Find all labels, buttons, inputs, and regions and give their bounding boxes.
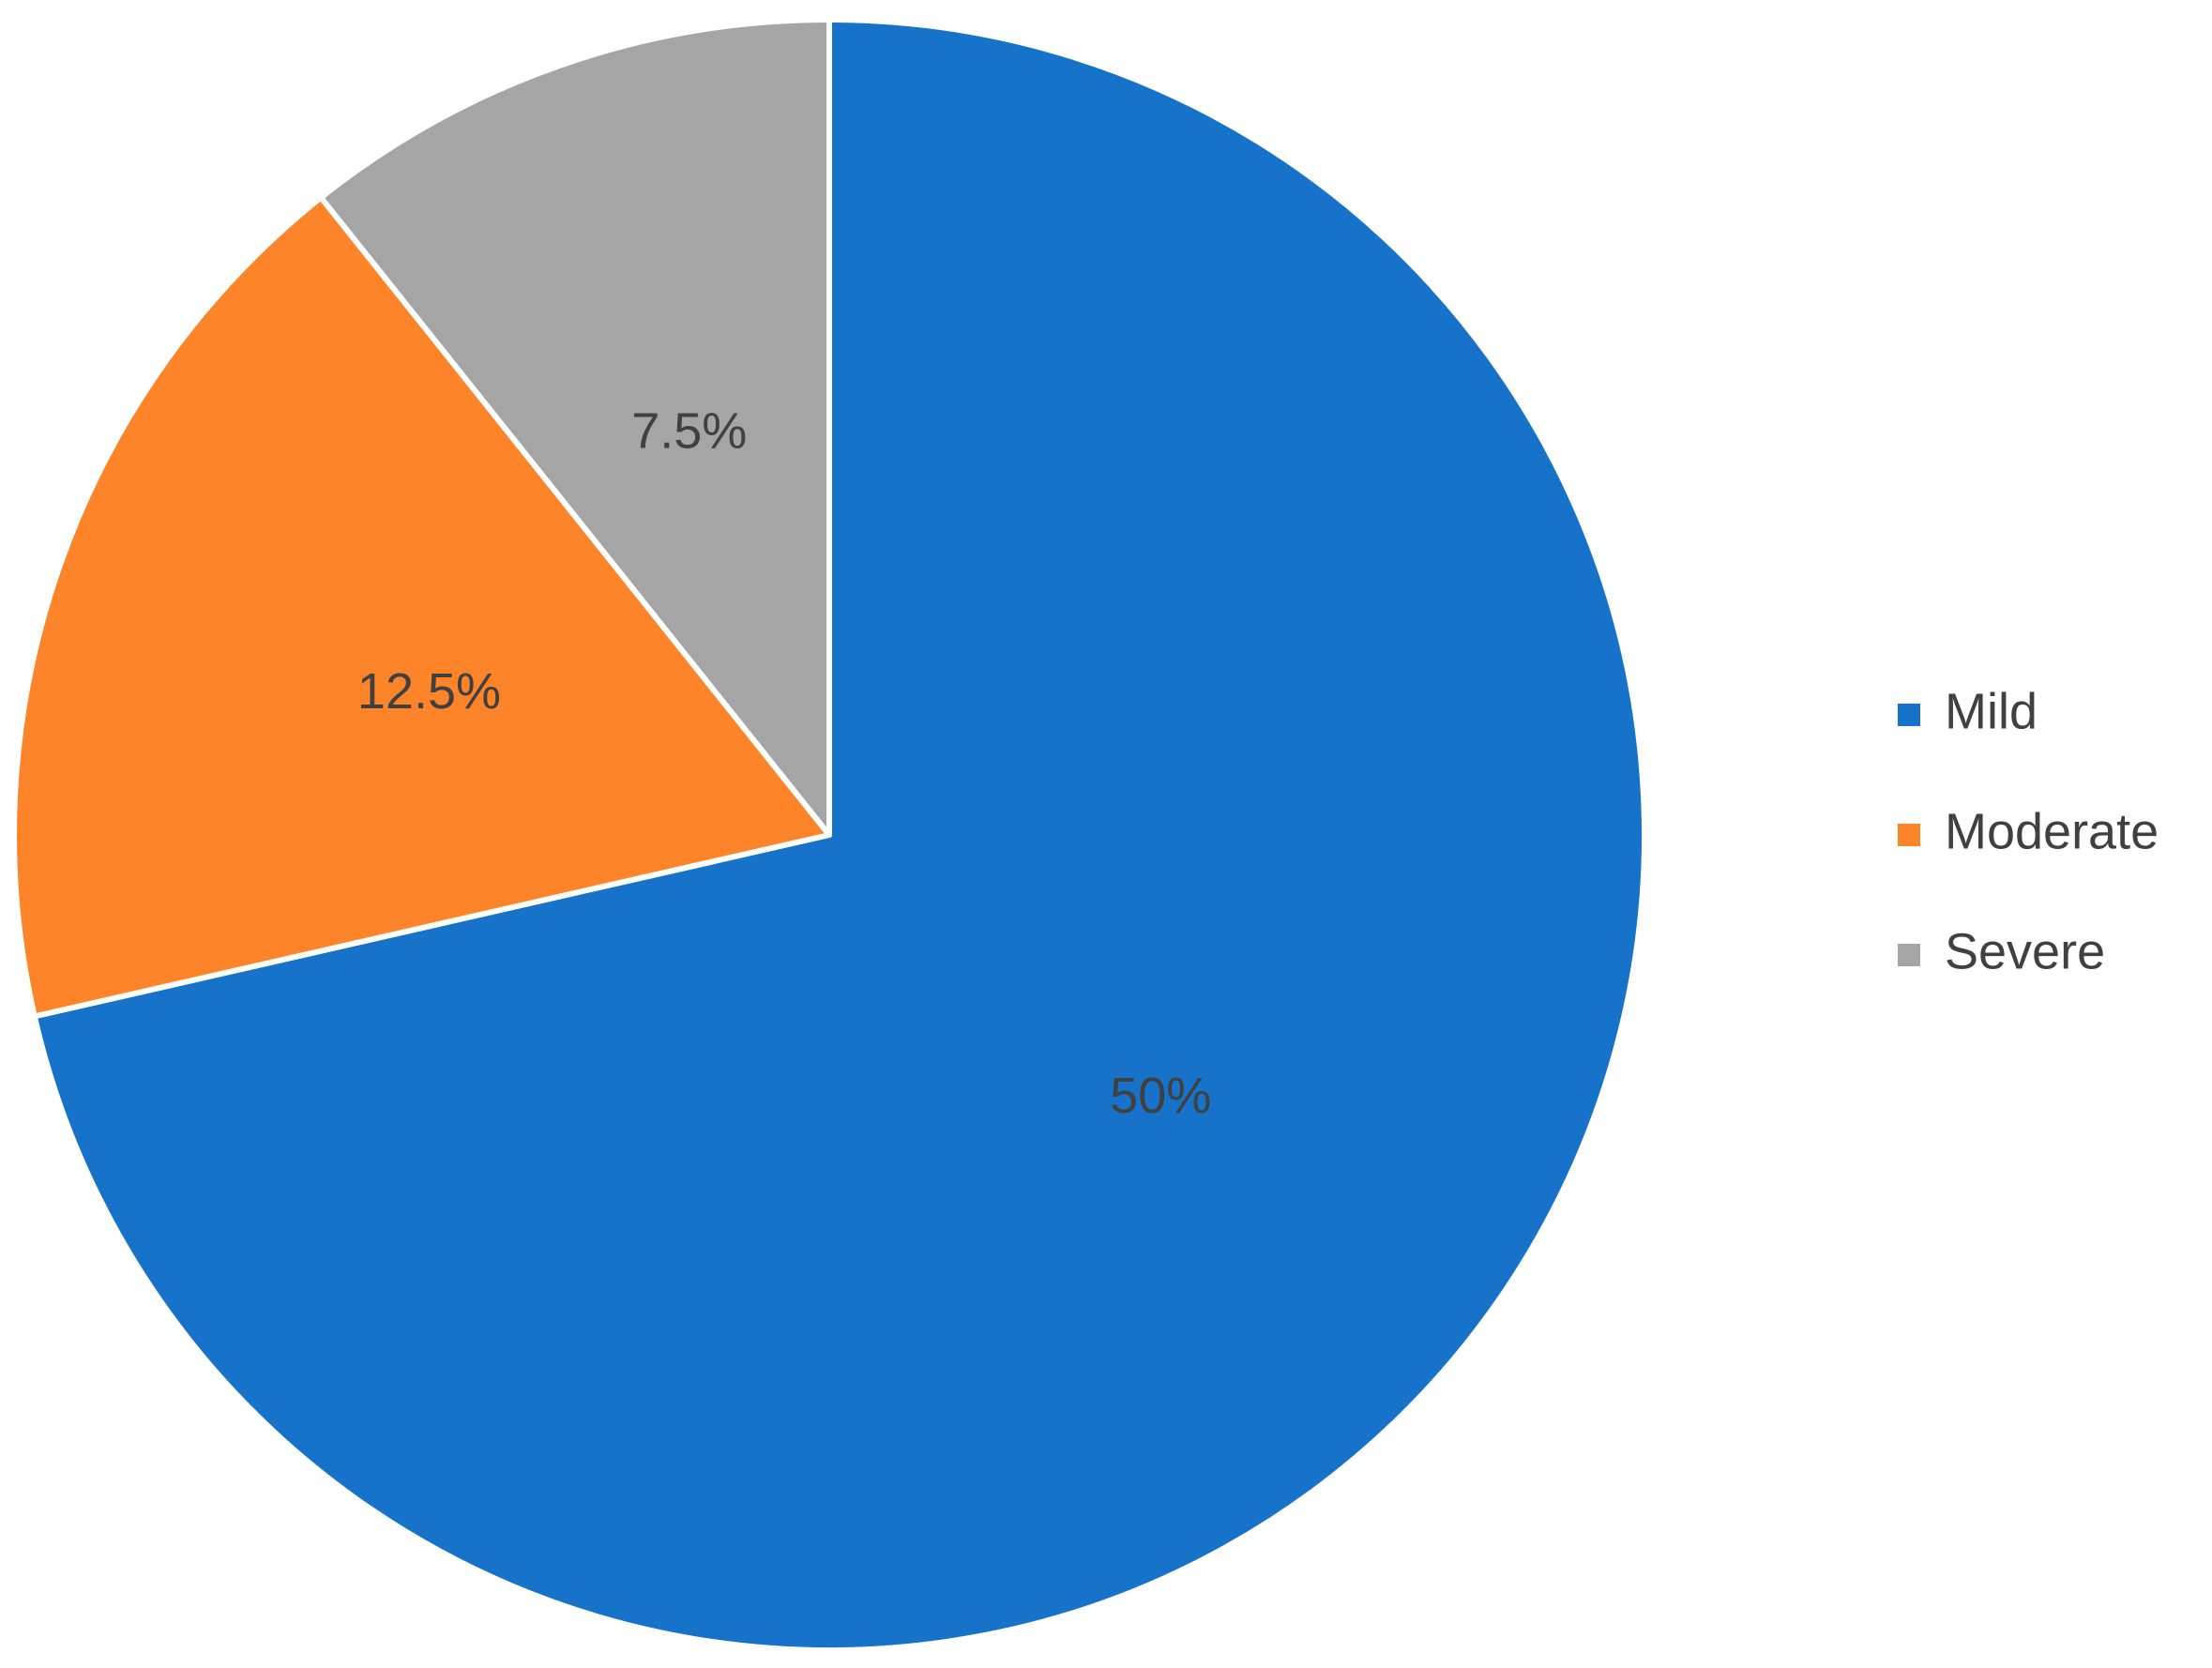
pie-slice xyxy=(11,194,832,1020)
pie-slice xyxy=(31,17,1647,1653)
legend-label: Moderate xyxy=(1945,803,2159,859)
legend-label: Mild xyxy=(1945,683,2038,739)
value-label: 7.5% xyxy=(631,403,747,460)
legend-swatch xyxy=(1898,704,1920,726)
legend-swatch xyxy=(1898,824,1920,846)
pie xyxy=(11,17,1647,1653)
legend: Mild Moderate Severe xyxy=(1898,683,2159,979)
pie-slice xyxy=(318,17,832,838)
legend-swatch xyxy=(1898,944,1920,966)
value-label: 12.5% xyxy=(357,663,501,720)
legend-label: Severe xyxy=(1945,923,2105,979)
value-label: 50% xyxy=(1110,1068,1211,1124)
value-labels: 50% 12.5% 7.5% xyxy=(357,403,1211,1124)
